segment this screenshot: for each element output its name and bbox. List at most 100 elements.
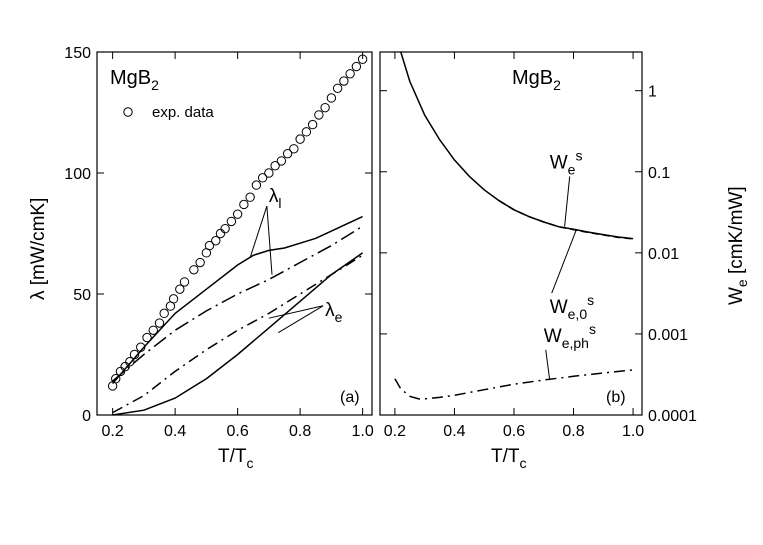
a-data-point <box>159 308 169 319</box>
a-annotation-arrow <box>266 206 273 275</box>
panel-b-ticks: 0.2 0.4 0.6 0.8 1.00.0001 0.001 0.01 0.1 1 <box>380 52 697 440</box>
a-annotation-label-1: λe <box>325 300 343 325</box>
a-xtick-label: 1.0 <box>352 423 374 440</box>
b-xtick-label: 1.0 <box>622 423 644 440</box>
b-ytick-label: 0.1 <box>648 165 670 182</box>
a-data-point <box>276 156 287 166</box>
a-data-point <box>232 209 243 219</box>
a-data-point <box>357 54 368 64</box>
a-annotation-arrow <box>249 205 268 258</box>
a-data-point <box>295 134 305 144</box>
b-xtick-label: 0.6 <box>503 423 525 440</box>
a-ytick-label: 50 <box>73 287 91 304</box>
a-data-point <box>326 93 337 103</box>
a-data-point <box>245 192 255 202</box>
panel-b-series <box>394 52 634 400</box>
a-data-point <box>332 83 343 94</box>
b-ytick-label: 0.0001 <box>648 408 697 425</box>
a-annotation-label-0: λl <box>269 186 282 211</box>
a-data-point <box>239 199 249 210</box>
panel-a-series <box>112 215 364 416</box>
panel-a-title: MgB2 <box>110 67 159 93</box>
b-annotation-arrow <box>551 229 577 294</box>
a-data-point <box>168 294 179 304</box>
b-annotation-label-2: We,phs <box>544 321 596 351</box>
a-data-point <box>289 144 299 154</box>
panel-a-frame <box>96 51 373 416</box>
a-series-line-1 <box>112 225 363 382</box>
a-data-point <box>215 228 226 239</box>
a-data-point <box>307 119 318 130</box>
b-series-line-1 <box>498 200 634 240</box>
a-series-line-3 <box>112 252 364 416</box>
a-data-point <box>270 161 280 171</box>
panel-a-ylabel: λ [mW/cmK] <box>28 198 49 300</box>
panel-b-letter: (b) <box>606 389 626 406</box>
panel-a-annotations: λl λe <box>249 186 343 334</box>
a-annotation-arrow <box>277 305 324 334</box>
a-data-point <box>204 240 215 251</box>
a-data-point <box>320 102 330 113</box>
b-annotation-label-0: Wes <box>550 147 583 177</box>
panel-a-xlabel: T/Tc <box>218 446 254 471</box>
b-annotation-arrow <box>564 176 571 227</box>
a-annotation-arrow <box>268 305 324 319</box>
b-xtick-label: 0.2 <box>384 423 406 440</box>
a-data-point <box>148 325 158 335</box>
panel-a-letter: (a) <box>340 389 360 406</box>
legend-label: exp. data <box>152 104 214 121</box>
a-data-point <box>111 374 121 384</box>
a-ytick-label: 150 <box>64 45 91 62</box>
b-ytick-label: 1 <box>648 84 657 101</box>
a-xtick-label: 0.2 <box>102 423 124 440</box>
panel-b-ylabel: We [cmK/mW] <box>726 186 750 305</box>
legend-marker <box>123 107 133 117</box>
a-data-point <box>129 349 140 360</box>
a-data-point <box>351 61 362 72</box>
b-xtick-label: 0.4 <box>443 423 465 440</box>
a-data-point <box>120 361 130 372</box>
a-data-point <box>257 173 268 183</box>
a-xtick-label: 0.6 <box>227 423 249 440</box>
a-data-point <box>195 257 205 268</box>
panel-b-title: MgB2 <box>512 67 561 93</box>
a-ytick-label: 100 <box>64 166 91 183</box>
panel-a-ticks: 0.2 0.4 0.6 0.8 1.0 0 50 100 150 <box>64 45 374 440</box>
a-xtick-label: 0.8 <box>289 423 311 440</box>
a-data-point <box>211 236 221 246</box>
a-data-point <box>179 277 190 287</box>
a-series-line-0 <box>112 215 363 384</box>
a-xtick-label: 0.4 <box>164 423 186 440</box>
panel-a-scatter <box>107 54 368 391</box>
b-ytick-label: 0.001 <box>648 327 688 344</box>
a-data-point <box>154 318 165 328</box>
b-xtick-label: 0.8 <box>562 423 584 440</box>
a-series-line-2 <box>112 254 363 414</box>
b-annotation-arrow <box>545 349 551 381</box>
b-series-line-2 <box>394 369 634 400</box>
panel-a-legend: exp. data <box>123 104 214 121</box>
a-data-point <box>189 265 199 275</box>
a-data-point <box>314 110 324 120</box>
a-data-point <box>115 366 126 377</box>
a-data-point <box>226 216 237 227</box>
a-ytick-label: 0 <box>82 408 91 425</box>
a-data-point <box>251 180 262 190</box>
a-data-point <box>220 223 230 234</box>
a-data-point <box>345 69 355 79</box>
a-data-point <box>282 148 293 159</box>
a-data-point <box>264 168 274 178</box>
panel-b-frame <box>379 51 643 416</box>
panel-b-xlabel: T/Tc <box>491 446 527 471</box>
a-data-point <box>339 76 349 86</box>
b-ytick-label: 0.01 <box>648 246 679 263</box>
a-data-point <box>301 127 312 137</box>
a-data-point <box>136 342 146 352</box>
a-data-point <box>175 284 185 294</box>
b-annotation-label-1: We,0s <box>550 292 594 322</box>
a-data-point <box>142 332 152 343</box>
panel-a: 0.2 0.4 0.6 0.8 1.0 0 50 100 150 λl λe MgB2 exp. … <box>28 45 374 471</box>
